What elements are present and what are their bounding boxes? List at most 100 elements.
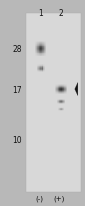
- Bar: [40, 47, 41, 48]
- Bar: [41, 53, 42, 54]
- Bar: [66, 90, 67, 91]
- Bar: [43, 72, 44, 73]
- Bar: [57, 86, 58, 87]
- Bar: [59, 100, 60, 101]
- Bar: [57, 85, 58, 86]
- Bar: [37, 56, 38, 57]
- Bar: [57, 89, 58, 90]
- Bar: [66, 88, 67, 89]
- Bar: [45, 42, 46, 43]
- Bar: [35, 54, 36, 55]
- Bar: [40, 50, 41, 51]
- Bar: [57, 101, 58, 102]
- Bar: [64, 85, 65, 86]
- Bar: [66, 91, 67, 92]
- Bar: [56, 91, 57, 92]
- Bar: [36, 48, 37, 49]
- Bar: [58, 88, 59, 89]
- Bar: [37, 48, 38, 49]
- Bar: [42, 49, 43, 50]
- Bar: [65, 94, 66, 95]
- Bar: [60, 87, 61, 88]
- Bar: [39, 45, 40, 46]
- Bar: [41, 52, 42, 53]
- Bar: [37, 65, 38, 66]
- Bar: [39, 47, 40, 48]
- Bar: [57, 91, 58, 92]
- Bar: [57, 92, 58, 93]
- Bar: [63, 104, 64, 105]
- Bar: [57, 87, 58, 88]
- Bar: [38, 72, 39, 73]
- Bar: [42, 55, 43, 56]
- Bar: [43, 53, 44, 54]
- Bar: [44, 67, 45, 68]
- Bar: [35, 43, 36, 44]
- Bar: [38, 66, 39, 67]
- Bar: [39, 69, 40, 70]
- Bar: [38, 54, 39, 55]
- Bar: [42, 66, 43, 67]
- Bar: [44, 53, 45, 54]
- Bar: [64, 92, 65, 93]
- Bar: [64, 99, 65, 100]
- Text: (+): (+): [54, 195, 65, 201]
- Bar: [63, 89, 64, 90]
- Bar: [40, 67, 41, 68]
- Bar: [38, 44, 39, 45]
- Bar: [62, 100, 63, 101]
- Bar: [41, 45, 42, 46]
- Bar: [57, 99, 58, 100]
- Bar: [41, 48, 42, 49]
- Bar: [41, 47, 42, 48]
- Bar: [42, 68, 43, 69]
- Bar: [55, 92, 56, 93]
- Bar: [45, 51, 46, 52]
- Bar: [65, 92, 66, 93]
- Bar: [60, 85, 61, 86]
- Bar: [55, 90, 56, 91]
- Bar: [57, 91, 58, 92]
- Bar: [45, 55, 46, 56]
- Bar: [42, 69, 43, 70]
- Bar: [42, 53, 43, 54]
- Bar: [37, 55, 38, 56]
- Bar: [44, 55, 45, 56]
- Bar: [36, 42, 37, 43]
- Bar: [38, 56, 39, 57]
- Bar: [57, 93, 58, 94]
- Bar: [43, 56, 44, 57]
- Bar: [36, 53, 37, 54]
- Bar: [66, 89, 67, 90]
- Bar: [55, 87, 56, 88]
- Bar: [64, 91, 65, 92]
- Bar: [66, 94, 67, 95]
- Bar: [39, 42, 40, 43]
- Bar: [64, 89, 65, 90]
- Bar: [35, 45, 36, 46]
- Bar: [58, 100, 59, 101]
- Bar: [37, 47, 38, 48]
- Bar: [42, 43, 43, 44]
- Bar: [40, 42, 41, 43]
- Bar: [35, 42, 36, 43]
- Bar: [36, 54, 37, 55]
- Bar: [38, 69, 39, 70]
- Bar: [44, 68, 45, 69]
- Bar: [45, 54, 46, 55]
- Bar: [43, 69, 44, 70]
- Bar: [39, 50, 40, 51]
- Bar: [43, 42, 44, 43]
- Bar: [61, 89, 62, 90]
- Bar: [39, 71, 40, 72]
- Bar: [44, 44, 45, 45]
- Bar: [63, 93, 64, 94]
- Bar: [43, 49, 44, 50]
- Bar: [37, 71, 38, 72]
- Bar: [58, 103, 59, 104]
- Bar: [42, 72, 43, 73]
- Bar: [36, 56, 37, 57]
- Bar: [55, 86, 56, 87]
- Bar: [40, 55, 41, 56]
- Polygon shape: [75, 83, 78, 96]
